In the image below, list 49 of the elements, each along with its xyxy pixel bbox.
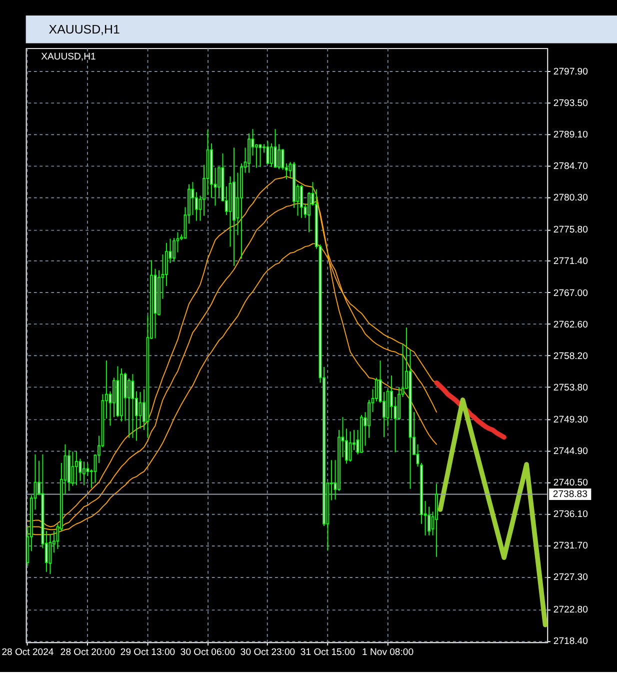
y-tick-label: 2722.80	[553, 604, 588, 616]
y-tick-label: 2762.60	[553, 319, 588, 330]
candlestick	[278, 144, 280, 170]
candlestick	[300, 184, 303, 218]
candlestick	[82, 461, 86, 486]
candlestick	[112, 377, 116, 418]
chart-title: XAUUSD,H1	[48, 22, 120, 37]
y-tick-label: 2727.30	[553, 572, 588, 584]
ref-line-label: 2738.83	[552, 489, 588, 500]
y-tick-label: 2731.70	[553, 540, 588, 552]
candlestick	[375, 377, 378, 402]
y-tick-label: 2753.80	[553, 382, 588, 394]
y-tick-label: 2771.40	[553, 256, 588, 268]
candlestick	[191, 182, 194, 216]
x-tick-label: 28 Oct 20:00	[60, 647, 116, 658]
candlestick	[390, 375, 393, 420]
y-tick-label: 2767.00	[553, 288, 588, 299]
x-tick-label: 29 Oct 13:00	[120, 647, 176, 658]
y-tick-label: 2780.30	[553, 192, 588, 204]
x-tick-label: 30 Oct 23:00	[240, 647, 296, 658]
candlestick	[75, 451, 78, 486]
y-tick-label: 2718.40	[553, 636, 588, 648]
candlestick	[172, 237, 176, 262]
y-tick-label: 2749.30	[553, 414, 588, 426]
y-tick-label: 2797.90	[553, 66, 588, 78]
y-tick-label: 2789.10	[553, 129, 588, 140]
candlestick	[195, 192, 198, 222]
y-tick-label: 2740.50	[553, 478, 588, 489]
candlestick	[270, 142, 273, 168]
x-tick-label: 1 Nov 08:00	[362, 647, 414, 658]
y-tick-label: 2758.20	[553, 350, 588, 362]
x-tick-label: 30 Oct 06:00	[180, 647, 236, 658]
y-tick-label: 2775.80	[553, 224, 588, 236]
y-tick-label: 2736.10	[553, 509, 588, 520]
line-series	[438, 398, 548, 628]
candlestick	[308, 192, 310, 233]
candlestick	[368, 399, 370, 438]
x-tick-label: 28 Oct 2024	[2, 647, 54, 658]
y-tick-label: 2744.90	[553, 446, 588, 458]
x-tick-label: 31 Oct 15:00	[300, 647, 356, 658]
y-tick-label: 2784.70	[553, 160, 588, 172]
candlestick	[78, 458, 82, 482]
candlestick	[345, 428, 348, 464]
y-tick-label: 2793.50	[553, 98, 588, 109]
annotation: XAUUSD,H1	[41, 52, 96, 63]
candlestick	[86, 463, 90, 476]
candlestick	[165, 242, 168, 286]
candlestick	[218, 166, 220, 198]
candlestick	[128, 378, 130, 438]
